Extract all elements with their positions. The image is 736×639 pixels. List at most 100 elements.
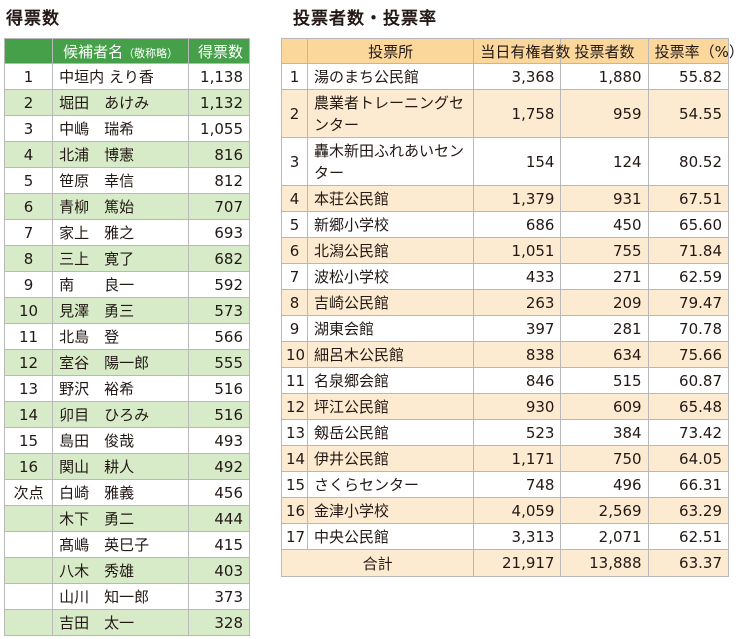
rank-cell: 10 <box>3 297 54 324</box>
vote-count-cell: 516 <box>188 375 250 402</box>
rank-cell: 9 <box>3 271 54 298</box>
station-name-cell: 波松小学校 <box>307 263 475 290</box>
candidate-name-cell: 南 良一 <box>52 271 189 298</box>
turnout-rate-cell: 63.29 <box>647 497 730 524</box>
station-number-cell: 4 <box>280 185 309 212</box>
station-number-cell: 3 <box>280 137 309 186</box>
table-row: 3 轟木新田ふれあいセンター 154 124 80.52 <box>280 137 730 186</box>
rank-cell: 12 <box>3 349 54 376</box>
eligible-voters-cell: 838 <box>473 341 562 368</box>
voters-cell: 2,071 <box>560 523 649 550</box>
candidate-name-cell: 三上 寛了 <box>52 245 189 272</box>
station-name-cell: 農業者トレーニングセンター <box>307 89 475 138</box>
station-number-cell: 6 <box>280 237 309 264</box>
candidate-name-cell: 山川 知一郎 <box>52 583 189 610</box>
station-number-cell: 9 <box>280 315 309 342</box>
table-row: 15 島田 俊哉 493 <box>3 427 250 454</box>
table-row: 15 さくらセンター 748 496 66.31 <box>280 471 730 498</box>
turnout-section-title: 投票者数・投票率 <box>293 9 437 29</box>
total-row: 合計 21,917 13,888 63.37 <box>280 549 730 577</box>
candidate-name-cell: 八木 秀雄 <box>52 557 189 584</box>
votes-header-row: 候補者名（敬称略） 得票数 <box>3 38 250 64</box>
rate-header: 投票率（%） <box>647 38 736 64</box>
eligible-voters-cell: 1,758 <box>473 89 562 138</box>
table-row: 7 波松小学校 433 271 62.59 <box>280 263 730 290</box>
name-header: 候補者名（敬称略） <box>52 38 189 64</box>
table-row: 14 卯目 ひろみ 516 <box>3 401 250 428</box>
turnout-rate-cell: 62.59 <box>647 263 730 290</box>
voters-cell: 1,880 <box>560 63 649 90</box>
voters-cell: 750 <box>560 445 649 472</box>
total-rate-cell: 63.37 <box>647 549 730 577</box>
votes-table: 候補者名（敬称略） 得票数 1 中垣内 えり香 1,138 2 堀田 あけみ 1,132 3… <box>3 38 250 636</box>
station-name-cell: 金津小学校 <box>307 497 475 524</box>
vote-count-cell: 566 <box>188 323 250 350</box>
rank-cell: 7 <box>3 219 54 246</box>
station-number-cell: 17 <box>280 523 309 550</box>
station-name-cell: さくらセンター <box>307 471 475 498</box>
rank-cell <box>3 609 54 636</box>
name-header-label: 候補者名 <box>63 42 124 61</box>
candidate-name-cell: 北浦 博憲 <box>52 141 189 168</box>
vote-count-cell: 707 <box>188 193 250 220</box>
station-number-cell: 16 <box>280 497 309 524</box>
station-number-cell: 15 <box>280 471 309 498</box>
rank-cell <box>3 505 54 532</box>
turnout-rate-cell: 55.82 <box>647 63 730 90</box>
eligible-voters-cell: 154 <box>473 137 562 186</box>
voters-cell: 609 <box>560 393 649 420</box>
station-name-cell: 湖東会館 <box>307 315 475 342</box>
rank-cell: 13 <box>3 375 54 402</box>
table-row: 5 笹原 幸信 812 <box>3 167 250 194</box>
rank-cell: 次点 <box>3 479 54 506</box>
turnout-rate-cell: 73.42 <box>647 419 730 446</box>
table-row: 山川 知一郎 373 <box>3 583 250 610</box>
table-row: 6 青柳 篤始 707 <box>3 193 250 220</box>
votes-section-title: 得票数 <box>6 9 60 29</box>
table-row: 8 三上 寛了 682 <box>3 245 250 272</box>
name-header-note: （敬称略） <box>123 46 179 60</box>
candidate-name-cell: 家上 雅之 <box>52 219 189 246</box>
table-row: 7 家上 雅之 693 <box>3 219 250 246</box>
table-row: 5 新郷小学校 686 450 65.60 <box>280 211 730 238</box>
rank-cell: 16 <box>3 453 54 480</box>
station-name-cell: 本荘公民館 <box>307 185 475 212</box>
vote-count-cell: 592 <box>188 271 250 298</box>
rank-cell: 3 <box>3 115 54 142</box>
station-name-cell: 坪江公民館 <box>307 393 475 420</box>
rank-cell: 1 <box>3 63 54 90</box>
eligible-voters-cell: 930 <box>473 393 562 420</box>
voters-cell: 959 <box>560 89 649 138</box>
voters-cell: 755 <box>560 237 649 264</box>
turnout-header-row: 投票所 当日有権者数 投票者数 投票率（%） <box>280 38 736 64</box>
rank-header <box>3 38 54 64</box>
table-row: 木下 勇二 444 <box>3 505 250 532</box>
eligible-voters-cell: 846 <box>473 367 562 394</box>
table-row: 4 本荘公民館 1,379 931 67.51 <box>280 185 730 212</box>
station-name-cell: 名泉郷会館 <box>307 367 475 394</box>
table-row: 4 北浦 博憲 816 <box>3 141 250 168</box>
station-name-cell: 中央公民館 <box>307 523 475 550</box>
voters-cell: 384 <box>560 419 649 446</box>
station-number-cell: 10 <box>280 341 309 368</box>
eligible-voters-cell: 1,171 <box>473 445 562 472</box>
table-row: 髙嶋 英巳子 415 <box>3 531 250 558</box>
table-row: 八木 秀雄 403 <box>3 557 250 584</box>
vote-count-cell: 415 <box>188 531 250 558</box>
table-row: 11 名泉郷会館 846 515 60.87 <box>280 367 730 394</box>
rank-cell: 5 <box>3 167 54 194</box>
eligible-voters-cell: 263 <box>473 289 562 316</box>
vote-count-cell: 403 <box>188 557 250 584</box>
table-row: 13 野沢 裕希 516 <box>3 375 250 402</box>
turnout-rate-cell: 70.78 <box>647 315 730 342</box>
table-row: 1 中垣内 えり香 1,138 <box>3 63 250 90</box>
voters-cell: 515 <box>560 367 649 394</box>
eligible-voters-cell: 3,368 <box>473 63 562 90</box>
station-name-cell: 吉崎公民館 <box>307 289 475 316</box>
candidate-name-cell: 髙嶋 英巳子 <box>52 531 189 558</box>
votes-header: 得票数 <box>188 38 250 64</box>
station-name-cell: 新郷小学校 <box>307 211 475 238</box>
station-number-cell: 1 <box>280 63 309 90</box>
eligible-header: 当日有権者数 <box>473 38 570 64</box>
